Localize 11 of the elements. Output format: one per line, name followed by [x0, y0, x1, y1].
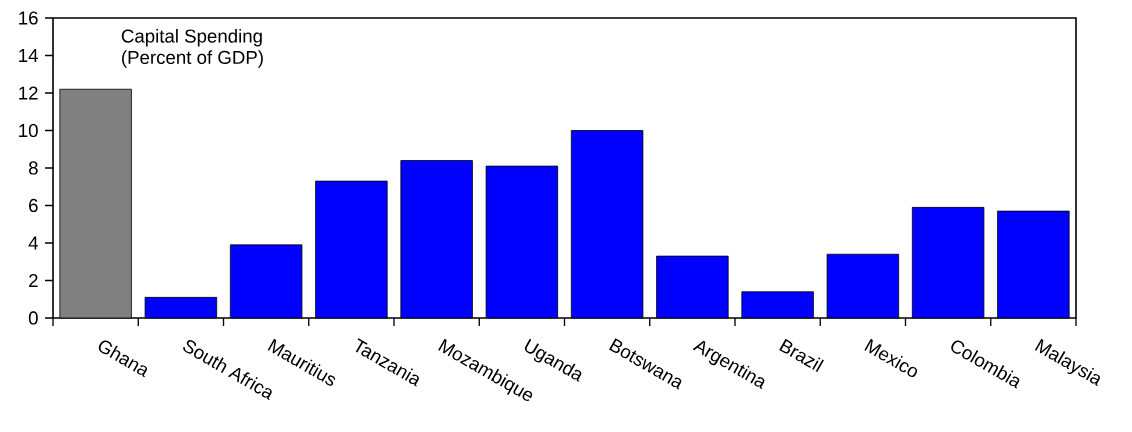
y-tick-label: 10	[19, 123, 38, 138]
text: (Percent of GDP)	[122, 50, 263, 68]
y-tick-label: 16	[19, 11, 38, 25]
y-tick-label: 6	[29, 198, 38, 213]
y-tick-label: 4	[28, 236, 38, 250]
y-tick-label: 2	[29, 273, 38, 288]
y-tick-label: 0	[28, 311, 38, 325]
text: Capital Spending	[121, 28, 262, 47]
y-tick-label: 8	[28, 161, 38, 175]
y-tick-label: 14	[19, 49, 38, 62]
y-tick-label: 12	[19, 86, 38, 100]
